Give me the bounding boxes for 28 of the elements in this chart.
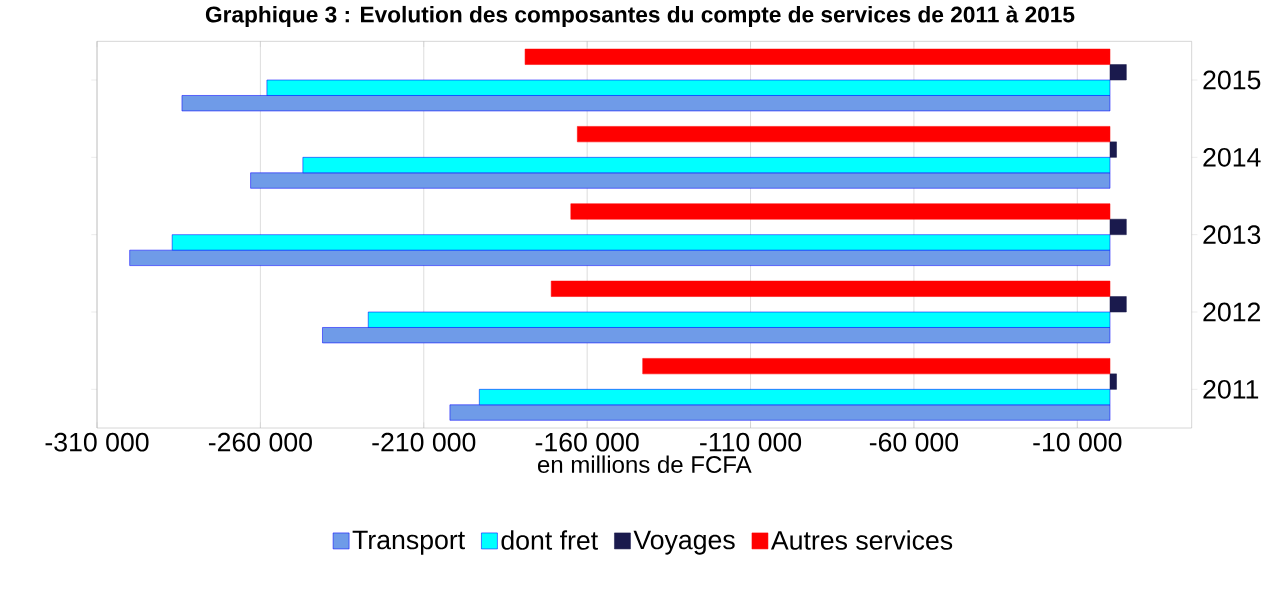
bar bbox=[570, 203, 1111, 220]
y-tick-label: 2012 bbox=[1203, 302, 1261, 322]
x-tick-label: -260 000 bbox=[208, 432, 312, 452]
y-tick-label: 2013 bbox=[1203, 225, 1261, 245]
bar bbox=[642, 358, 1111, 375]
x-tick-label: -110 000 bbox=[700, 432, 802, 452]
bar bbox=[1109, 64, 1127, 81]
x-axis-title: en millions de FCFA bbox=[537, 455, 752, 474]
legend-label: Autres services bbox=[770, 530, 953, 550]
bar bbox=[1109, 141, 1117, 158]
bar bbox=[1109, 218, 1127, 235]
bar bbox=[1109, 373, 1117, 390]
y-tick-label: 2015 bbox=[1203, 70, 1261, 90]
legend-label: dont fret bbox=[501, 530, 598, 550]
x-tick-label: -60 000 bbox=[869, 432, 959, 452]
y-tick-label: 2014 bbox=[1203, 147, 1261, 167]
x-tick-label: -10 000 bbox=[1033, 432, 1122, 452]
chart-title: Graphique 3 : Evolution des composantes du compte de services de 2011 à 2015 bbox=[205, 5, 1075, 28]
x-tick-label: -160 000 bbox=[535, 432, 639, 452]
bar bbox=[524, 48, 1111, 65]
y-tick-label: 2011 bbox=[1203, 379, 1259, 399]
x-tick-label: -210 000 bbox=[372, 432, 476, 452]
bar bbox=[577, 126, 1111, 143]
x-tick-label: -310 000 bbox=[45, 432, 149, 452]
bar bbox=[550, 280, 1111, 297]
legend-label: Voyages bbox=[633, 530, 735, 555]
bar bbox=[1109, 296, 1127, 313]
legend-label: Transport bbox=[352, 530, 465, 555]
